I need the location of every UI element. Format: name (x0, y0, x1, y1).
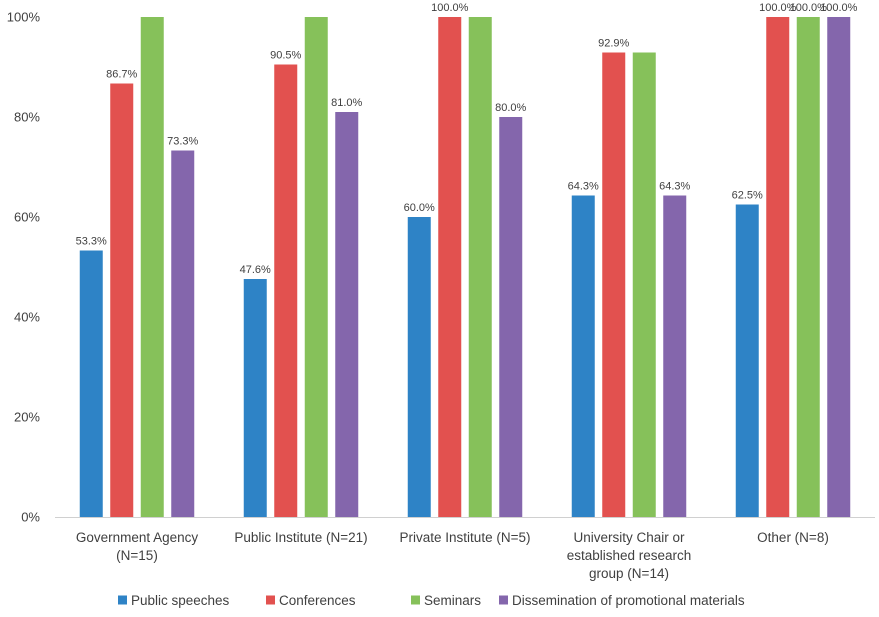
y-tick-label: 100% (7, 10, 41, 25)
data-label: 64.3% (568, 181, 599, 193)
data-label: 62.5% (732, 190, 763, 202)
x-axis: Government Agency (N=15) Public Institute … (76, 530, 829, 581)
y-tick-label: 40% (14, 310, 40, 325)
bar (602, 52, 626, 517)
data-labels: 53.3% 86.7% 73.3% 47.6% 90.5% 81.0% 60.0% 100.0… (76, 2, 858, 276)
x-category-label: Government Agency (76, 530, 199, 545)
bar (110, 83, 134, 517)
legend-swatch (411, 595, 420, 605)
x-category-label: Private Institute (N=5) (400, 530, 531, 545)
legend-swatch (266, 595, 275, 605)
data-label: 47.6% (240, 264, 271, 276)
bars (79, 17, 851, 517)
data-label: 73.3% (167, 136, 198, 148)
bar (766, 17, 790, 517)
bar (79, 250, 103, 517)
legend-label: Seminars (424, 593, 481, 608)
data-label: 81.0% (331, 97, 362, 109)
data-label: 60.0% (404, 202, 435, 214)
legend-label: Public speeches (131, 593, 230, 608)
bar (407, 217, 431, 517)
bar (274, 64, 298, 517)
legend-swatch (499, 595, 508, 605)
data-label: 90.5% (270, 50, 301, 62)
bar (171, 150, 195, 517)
legend-swatch (118, 595, 127, 605)
bar (243, 279, 267, 517)
x-category-label: established research (567, 548, 692, 563)
bar (140, 17, 164, 517)
x-category-label: Other (N=8) (757, 530, 829, 545)
data-label: 100.0% (431, 2, 469, 14)
y-tick-label: 80% (14, 110, 40, 125)
bar (571, 195, 595, 517)
legend-label: Conferences (279, 593, 356, 608)
x-category-label: Public Institute (N=21) (234, 530, 367, 545)
bar (335, 112, 359, 517)
x-category-label: (N=15) (116, 548, 158, 563)
bar (735, 204, 759, 517)
data-label: 100.0% (759, 2, 797, 14)
bar (663, 195, 687, 517)
legend: Public speeches Conferences Seminars Dissem… (118, 593, 745, 608)
data-label: 100.0% (820, 2, 858, 14)
data-label: 92.9% (598, 38, 629, 50)
x-category-label: group (N=14) (589, 566, 669, 581)
y-tick-label: 60% (14, 210, 40, 225)
data-label: 53.3% (76, 236, 107, 248)
bar (499, 117, 523, 517)
legend-label: Dissemination of promotional materials (512, 593, 745, 608)
bar (304, 17, 328, 517)
data-label: 64.3% (659, 181, 690, 193)
y-tick-label: 0% (21, 510, 40, 525)
x-category-label: University Chair or (573, 530, 685, 545)
bar (632, 52, 656, 517)
y-axis: 0% 20% 40% 60% 80% 100% (7, 10, 875, 525)
y-tick-label: 20% (14, 410, 40, 425)
bar (827, 17, 851, 517)
bar (468, 17, 492, 517)
data-label: 100.0% (790, 2, 828, 14)
bar (438, 17, 462, 517)
data-label: 86.7% (106, 69, 137, 81)
bar (796, 17, 820, 517)
data-label: 80.0% (495, 102, 526, 114)
